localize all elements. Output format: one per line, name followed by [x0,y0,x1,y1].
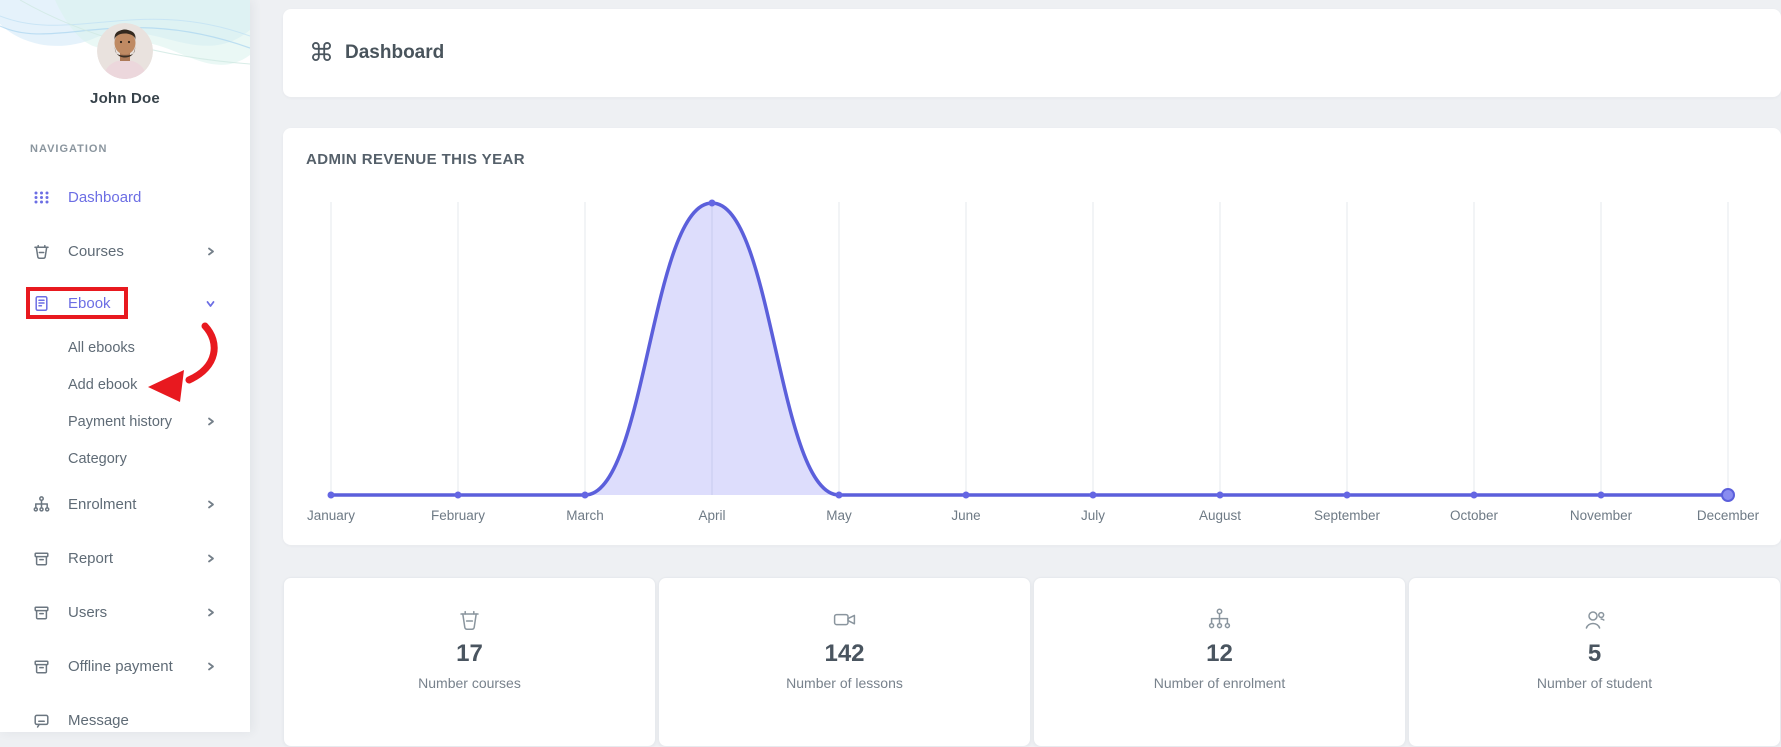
x-axis-label: December [1697,508,1760,523]
x-axis-label: August [1199,508,1241,523]
page-header-card: ⌘ Dashboard [283,9,1781,97]
sidebar-item-label: Offline payment [68,657,173,675]
stat-card-courses: 17 Number courses [283,577,656,747]
page-title: Dashboard [345,42,445,63]
sidebar-item-label: Enrolment [68,495,137,513]
sidebar-item-category[interactable]: Category [0,440,250,477]
x-axis-label: March [566,508,604,523]
command-icon: ⌘ [309,38,334,67]
nav-section-label: NAVIGATION [30,143,108,155]
data-point[interactable] [708,199,716,207]
sidebar-item-ebook[interactable]: Ebook [0,278,250,329]
sidebar-item-dashboard[interactable]: Dashboard [0,170,250,224]
video-camera-icon [833,613,856,626]
sidebar-item-label: All ebooks [68,339,135,356]
chevron-right-icon [208,247,214,255]
revenue-area-chart: January February March April May June July Augu… [307,199,1760,523]
sidebar-item-label: Add ebook [68,376,138,393]
stat-label: Number of enrolment [1153,675,1286,691]
chat-icon [34,714,49,728]
user-profile: John Doe [0,0,250,107]
archive-icon [34,605,49,620]
sitemap-icon [1208,608,1231,629]
x-axis-label: November [1570,508,1633,523]
area-fill [331,203,1728,495]
sidebar-item-label: Courses [68,242,124,260]
chevron-right-icon [208,554,214,562]
data-point[interactable] [327,491,335,499]
stat-card-lessons: 142 Number of lessons [658,577,1031,747]
sidebar-item-offline-payment[interactable]: Offline payment [0,639,250,693]
chevron-right-icon [208,608,214,616]
data-point[interactable] [1721,488,1735,502]
stat-card-students: 5 Number of student [1408,577,1781,747]
stat-value: 5 [1587,640,1602,667]
x-axis-label: September [1314,508,1381,523]
main-content: ⌘ Dashboard ADMIN REVENUE THIS YEAR Janu… [250,0,1781,747]
x-axis-label: October [1450,508,1499,523]
x-axis-label: April [698,508,725,523]
stat-value: 142 [824,640,865,667]
sidebar-item-payment-history[interactable]: Payment history [0,403,250,440]
data-point[interactable] [835,491,843,499]
stat-label: Number courses [418,675,521,691]
stat-label: Number of student [1536,675,1653,691]
basket-icon [460,610,479,631]
chevron-right-icon [208,662,214,670]
x-axis-label: July [1081,508,1105,523]
stats-row: 17 Number courses 142 Number of lessons … [283,577,1781,747]
revenue-chart-card: ADMIN REVENUE THIS YEAR January February M… [283,128,1781,545]
sidebar-item-label: Ebook [68,295,111,312]
stat-value: 12 [1206,640,1233,667]
chevron-down-icon [206,300,215,307]
grid-dots-icon [34,191,49,203]
x-axis-label: January [307,508,355,523]
user-name: John Doe [90,90,160,107]
x-axis-label: February [431,508,485,523]
sidebar-item-enrolment[interactable]: Enrolment [0,477,250,531]
data-point[interactable] [1343,491,1351,499]
data-point[interactable] [1597,491,1605,499]
basket-icon [34,244,49,259]
sidebar-item-label: Payment history [68,413,172,430]
sidebar-item-report[interactable]: Report [0,531,250,585]
sidebar-item-users[interactable]: Users [0,585,250,639]
archive-icon [34,551,49,566]
sidebar-item-label: Report [68,549,114,567]
stat-label: Number of lessons [786,675,903,691]
stat-card-enrolment: 12 Number of enrolment [1033,577,1406,747]
sidebar: John Doe NAVIGATION Dashboard Courses [0,0,250,732]
book-icon [35,296,48,311]
chevron-right-icon [208,500,214,508]
chevron-right-icon [208,417,214,426]
stat-value: 17 [456,640,483,667]
sitemap-icon [33,495,50,512]
sidebar-nav: Dashboard Courses Ebook All ebook [0,170,250,747]
data-point[interactable] [1216,491,1224,499]
sidebar-item-add-ebook[interactable]: Add ebook [0,366,250,403]
x-axis-label: May [826,508,852,523]
sidebar-item-courses[interactable]: Courses [0,224,250,278]
sidebar-item-all-ebooks[interactable]: All ebooks [0,329,250,366]
series-line [331,201,1728,497]
avatar[interactable] [97,23,153,79]
data-point[interactable] [581,491,589,499]
sidebar-item-label: Category [68,450,127,467]
x-axis-label: June [951,508,980,523]
data-point[interactable] [1089,491,1097,499]
user-icon [1585,611,1605,629]
sidebar-item-label: Users [68,603,108,621]
data-point[interactable] [454,491,462,499]
data-point[interactable] [962,491,970,499]
sidebar-item-message[interactable]: Message [0,693,250,747]
chart-title: ADMIN REVENUE THIS YEAR [306,151,525,168]
data-point[interactable] [1470,491,1478,499]
sidebar-item-label: Dashboard [68,188,142,206]
sidebar-item-label: Message [68,711,129,729]
archive-icon [34,659,49,674]
